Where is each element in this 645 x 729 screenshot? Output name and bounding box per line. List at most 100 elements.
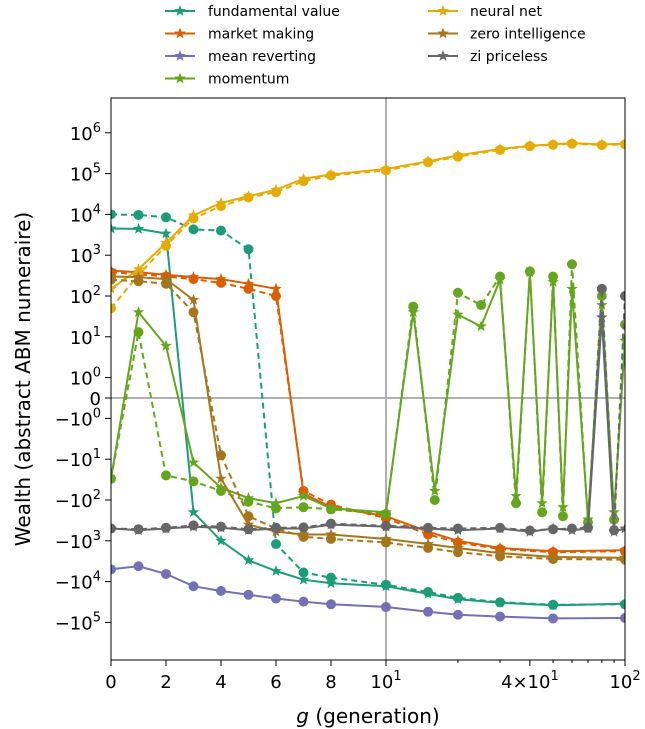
- data-point: [620, 546, 625, 557]
- data-point: [111, 523, 116, 534]
- data-point: [326, 518, 336, 529]
- data-point: [511, 498, 522, 509]
- data-point: [524, 141, 535, 152]
- data-point: [271, 593, 281, 604]
- data-point: [132, 222, 145, 234]
- data-point: [216, 277, 226, 288]
- x-tick-label: 8: [325, 672, 336, 693]
- data-point: [298, 502, 309, 513]
- legend-item-market-making: market making: [165, 27, 314, 43]
- y-tick-label: 106: [70, 121, 101, 145]
- legend-swatch-marker: [437, 5, 449, 16]
- data-point: [271, 503, 281, 514]
- legend-label: mean reverting: [208, 49, 316, 65]
- data-point: [188, 476, 199, 487]
- data-point: [452, 592, 463, 603]
- data-point: [270, 497, 282, 509]
- data-point: [326, 533, 336, 544]
- data-point: [325, 528, 337, 540]
- legend-item-zi-priceless: zi priceless: [428, 49, 548, 65]
- data-point: [620, 554, 625, 565]
- data-point: [160, 273, 172, 284]
- data-point: [326, 572, 336, 583]
- legend: fundamental value market making mean rever…: [165, 4, 586, 88]
- data-point: [111, 564, 116, 575]
- data-point: [188, 307, 199, 318]
- data-point: [187, 506, 200, 518]
- series-fundamental-value-dashed: [111, 209, 625, 610]
- data-point: [243, 283, 254, 294]
- data-point: [216, 225, 226, 236]
- data-point: [619, 334, 625, 346]
- data-point: [495, 597, 506, 608]
- data-point: [423, 587, 434, 598]
- data-point: [566, 138, 577, 149]
- y-tick-label: −100: [55, 406, 101, 430]
- data-point: [133, 524, 144, 535]
- data-point: [298, 176, 309, 187]
- data-point: [495, 551, 506, 562]
- data-point: [188, 520, 199, 531]
- data-point: [161, 212, 171, 223]
- legend-label: market making: [208, 27, 314, 43]
- data-point: [548, 554, 559, 565]
- legend-label: fundamental value: [208, 4, 340, 20]
- data-point: [216, 586, 226, 597]
- x-tick-label: 4×101: [501, 669, 559, 693]
- data-point: [111, 222, 117, 234]
- legend-label: zi priceless: [470, 49, 548, 65]
- data-point: [242, 554, 255, 566]
- data-point: [423, 542, 434, 553]
- data-point: [452, 287, 463, 298]
- data-point: [132, 306, 145, 318]
- data-point: [188, 213, 199, 224]
- data-point: [429, 495, 440, 505]
- data-point: [133, 561, 144, 572]
- data-point: [243, 524, 254, 535]
- data-point: [216, 485, 226, 496]
- data-point: [133, 209, 144, 220]
- data-point: [452, 151, 463, 162]
- data-point: [298, 531, 309, 542]
- data-point: [270, 282, 282, 294]
- data-point: [609, 525, 620, 536]
- data-point: [298, 567, 309, 578]
- data-point: [452, 523, 463, 534]
- data-point: [423, 157, 434, 168]
- x-tick-label: 101: [370, 669, 401, 693]
- data-point: [620, 612, 625, 623]
- data-point: [596, 311, 608, 323]
- data-point: [111, 282, 117, 294]
- data-point: [495, 611, 506, 622]
- legend-item-fundamental-value: fundamental value: [165, 4, 340, 20]
- data-point: [187, 294, 200, 305]
- grid: [111, 98, 625, 660]
- data-point: [111, 303, 116, 314]
- data-point: [243, 244, 254, 255]
- data-point: [566, 259, 577, 270]
- data-point: [188, 274, 199, 285]
- data-point: [381, 537, 391, 548]
- data-point: [495, 271, 506, 282]
- data-point: [161, 240, 171, 251]
- data-point: [495, 522, 506, 533]
- data-point: [297, 490, 310, 501]
- data-point: [111, 209, 116, 220]
- data-point: [548, 613, 559, 624]
- legend-label: neural net: [470, 4, 543, 20]
- data-point: [381, 508, 391, 519]
- data-point: [537, 507, 548, 518]
- x-tick-label: 0: [105, 672, 116, 693]
- series-zi-priceless-dashed: [111, 283, 625, 536]
- data-point: [271, 187, 281, 198]
- data-point: [111, 274, 116, 285]
- data-point: [596, 140, 607, 151]
- legend-swatch-marker: [174, 27, 186, 39]
- data-point: [476, 300, 487, 311]
- data-point: [566, 523, 577, 534]
- data-point: [188, 581, 199, 592]
- data-point: [243, 496, 254, 507]
- data-point: [215, 472, 227, 484]
- data-point: [216, 450, 226, 461]
- series-momentum-dashed: [111, 259, 625, 528]
